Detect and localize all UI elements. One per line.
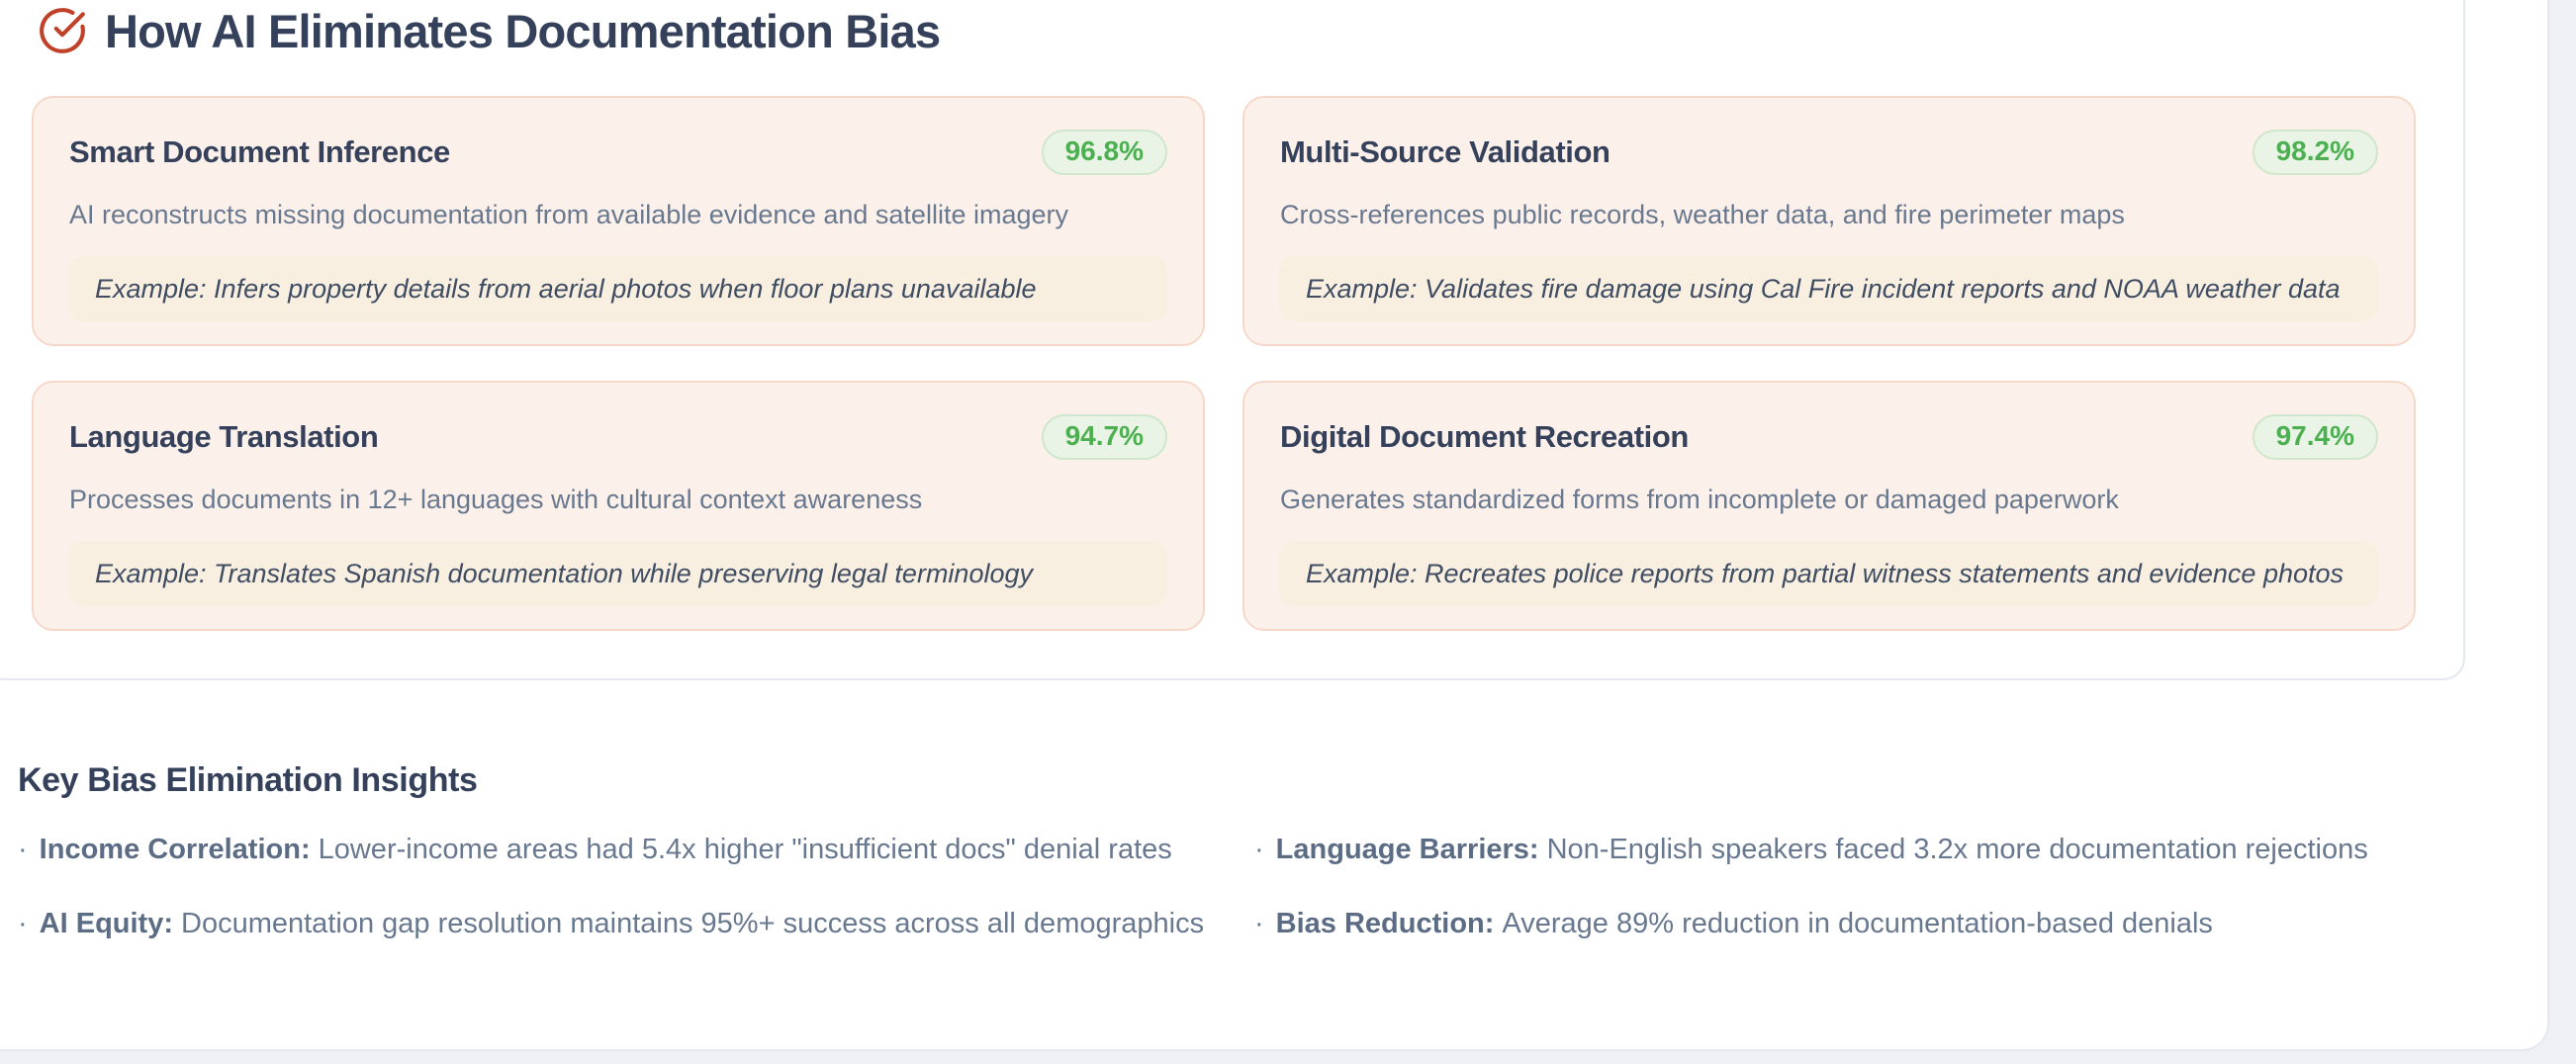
- bullet-dot: ·: [18, 834, 28, 865]
- feature-tile-digital-document-recreation: Digital Document Recreation 97.4% Genera…: [1242, 381, 2416, 631]
- bias-elimination-section-panel: How AI Eliminates Documentation Bias Sma…: [0, 0, 2549, 1051]
- insight-text: Average 89% reduction in documentation-b…: [1502, 908, 2213, 939]
- accuracy-badge: 98.2%: [2252, 130, 2378, 175]
- feature-example: Example: Validates fire damage using Cal…: [1280, 256, 2378, 321]
- feature-description: AI reconstructs missing documentation fr…: [69, 200, 1068, 229]
- insight-income-correlation: · Income Correlation: Lower-income areas h…: [18, 834, 1225, 865]
- ai-capabilities-card: How AI Eliminates Documentation Bias Sma…: [0, 0, 2465, 680]
- accuracy-badge: 97.4%: [2252, 414, 2378, 460]
- insight-text: Documentation gap resolution maintains 9…: [181, 908, 1205, 939]
- insight-label: Income Correlation:: [39, 834, 311, 865]
- bullet-dot: ·: [18, 908, 28, 939]
- feature-tile-smart-document-inference: Smart Document Inference 96.8% AI recons…: [32, 96, 1205, 346]
- section-header: How AI Eliminates Documentation Bias: [38, 2, 2416, 59]
- feature-title: Digital Document Recreation: [1280, 419, 1689, 454]
- circle-check-icon: [40, 8, 85, 53]
- section-title: How AI Eliminates Documentation Bias: [105, 4, 941, 57]
- tile-header: Smart Document Inference 96.8%: [69, 130, 1167, 175]
- feature-title: Language Translation: [69, 419, 379, 454]
- tile-header: Multi-Source Validation 98.2%: [1280, 130, 2378, 175]
- insight-text: Lower-income areas had 5.4x higher "insu…: [318, 834, 1172, 865]
- insight-bias-reduction: · Bias Reduction: Average 89% reduction in…: [1254, 908, 2461, 939]
- feature-title: Multi-Source Validation: [1280, 134, 1610, 169]
- accuracy-badge: 94.7%: [1041, 414, 1167, 460]
- bullet-dot: ·: [1254, 908, 1264, 939]
- feature-description: Generates standardized forms from incomp…: [1280, 485, 2119, 514]
- tile-header: Language Translation 94.7%: [69, 414, 1167, 460]
- feature-example: Example: Infers property details from ae…: [69, 256, 1167, 321]
- feature-title: Smart Document Inference: [69, 134, 450, 169]
- feature-example: Example: Recreates police reports from p…: [1280, 541, 2378, 606]
- insight-label: Bias Reduction:: [1275, 908, 1495, 939]
- feature-grid: Smart Document Inference 96.8% AI recons…: [32, 96, 2416, 631]
- insight-label: AI Equity:: [39, 908, 174, 939]
- tile-header: Digital Document Recreation 97.4%: [1280, 414, 2378, 460]
- bullet-dot: ·: [1254, 834, 1264, 865]
- accuracy-badge: 96.8%: [1041, 130, 1167, 175]
- key-insights-section: Key Bias Elimination Insights · Income Co…: [18, 761, 2461, 939]
- feature-tile-multi-source-validation: Multi-Source Validation 98.2% Cross-refe…: [1242, 96, 2416, 346]
- insight-language-barriers: · Language Barriers: Non-English speakers …: [1254, 834, 2461, 865]
- insights-heading: Key Bias Elimination Insights: [18, 761, 478, 799]
- insight-ai-equity: · AI Equity: Documentation gap resolution …: [18, 908, 1225, 939]
- insights-list: · Income Correlation: Lower-income areas h…: [18, 834, 2461, 939]
- feature-tile-language-translation: Language Translation 94.7% Processes doc…: [32, 381, 1205, 631]
- insight-label: Language Barriers:: [1275, 834, 1539, 865]
- feature-description: Processes documents in 12+ languages wit…: [69, 485, 923, 514]
- insight-text: Non-English speakers faced 3.2x more doc…: [1546, 834, 2368, 865]
- feature-description: Cross-references public records, weather…: [1280, 200, 2125, 229]
- feature-example: Example: Translates Spanish documentatio…: [69, 541, 1167, 606]
